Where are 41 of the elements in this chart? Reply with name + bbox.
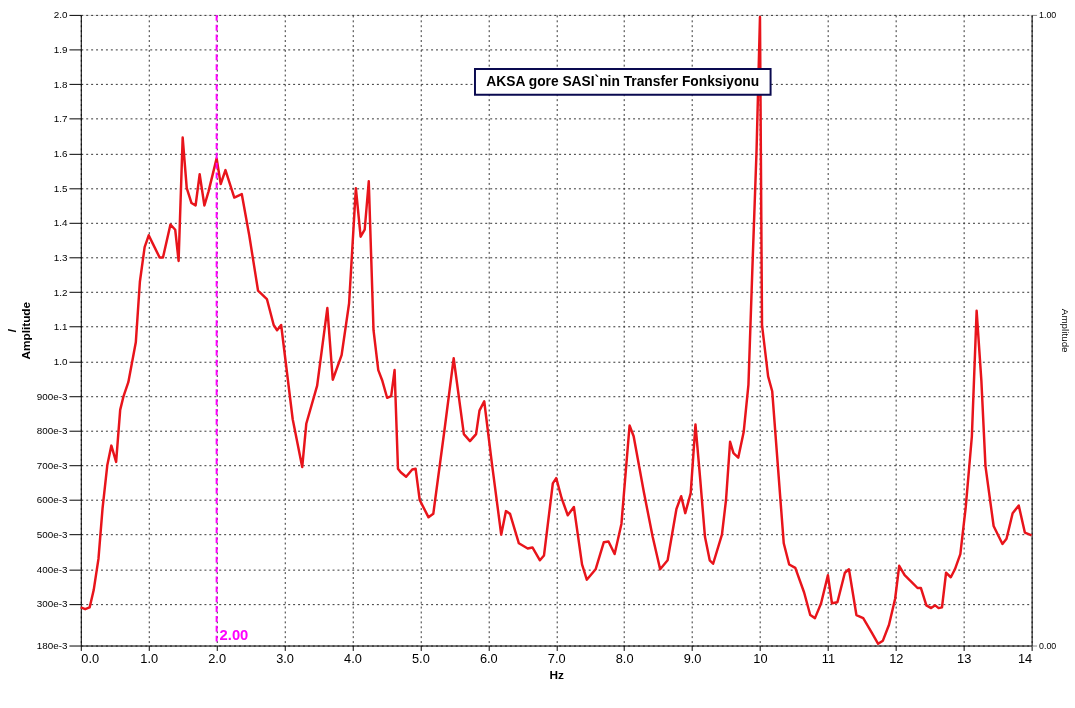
y2-tick-label: 0.00: [1039, 640, 1057, 651]
y-tick-label: 600e-3: [36, 494, 69, 506]
y2-axis-title: Amplitude: [1060, 308, 1072, 354]
y-tick-label: 1.4: [53, 217, 69, 229]
y-tick-label: 1.0: [53, 355, 69, 367]
y-tick-label: 2.0: [53, 9, 69, 21]
x-tick-label: 12: [889, 650, 904, 666]
y-tick-label: 1.3: [53, 251, 69, 263]
y-tick-label: 1.7: [53, 113, 68, 125]
y-tick-label: 400e-3: [36, 563, 69, 575]
x-tick-label: 5.0: [411, 650, 430, 666]
y-tick-label: 700e-3: [36, 459, 69, 471]
x-tick-label: 3.0: [276, 650, 294, 666]
y-tick-label: 1.6: [53, 147, 69, 159]
x-tick-label: 13: [957, 650, 972, 666]
x-tick-label: 9.0: [683, 650, 702, 666]
y-tick-label: 800e-3: [36, 425, 69, 437]
y-tick-label: 180e-3: [36, 639, 69, 651]
y-tick-label: 1.2: [53, 286, 68, 298]
y-tick-label: 1.5: [53, 182, 69, 194]
y-tick-label: 1.1: [53, 321, 68, 333]
y-tick-label: 1.8: [53, 78, 69, 90]
y2-tick-label: 1.00: [1039, 10, 1057, 21]
x-tick-label: 4.0: [344, 650, 362, 666]
x-tick-label: 10: [753, 650, 768, 666]
x-tick-label: 2.0: [208, 650, 227, 666]
y-axis-title: / Amplitude: [5, 301, 33, 360]
ref-line-label: 2.00: [219, 626, 249, 643]
x-tick-label: 0.0: [81, 650, 100, 666]
y-tick-label: 500e-3: [36, 529, 69, 541]
x-tick-label: 6.0: [479, 650, 498, 666]
x-axis-title: Hz: [549, 667, 565, 682]
x-tick-label: 11: [821, 650, 836, 666]
text: AKSA gore SASI`nin Transfer Fonksiyonu: [486, 73, 760, 89]
x-tick-label: 8.0: [615, 650, 634, 666]
x-tick-label: 14: [1017, 650, 1033, 666]
x-tick-label: 7.0: [547, 650, 566, 666]
y-tick-label: 1.9: [53, 44, 69, 56]
x-tick-label: 1.0: [140, 650, 159, 666]
y-tick-label: 900e-3: [36, 390, 69, 402]
y-tick-label: 300e-3: [36, 598, 69, 610]
